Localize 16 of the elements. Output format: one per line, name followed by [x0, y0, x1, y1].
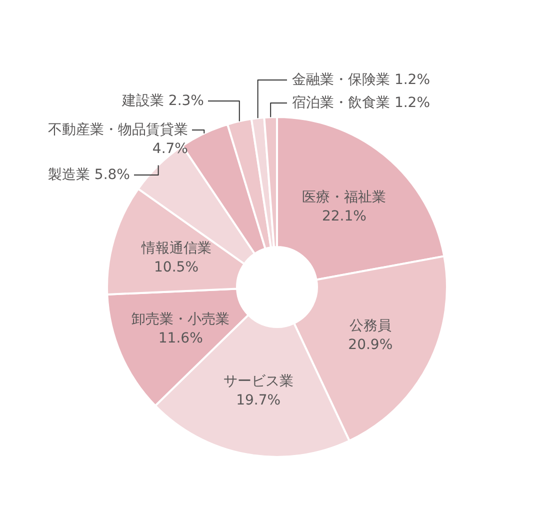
slice-label: 情報通信業 [140, 240, 212, 256]
data-label: 20.9% [348, 336, 393, 353]
data-label: 19.7% [236, 392, 281, 408]
slice-label: サービス業 [223, 373, 294, 390]
data-label: 22.1% [322, 208, 366, 224]
slice-label: 建設業 2.3% [120, 93, 204, 109]
slice-label: 卸売業・小売業 [132, 312, 230, 328]
slice-label: 医療・福祉業 [302, 189, 386, 206]
slice-label: 公務員 [349, 318, 392, 334]
data-label: 4.7% [152, 141, 188, 157]
slice-label: 宿泊業・飲食業 1.2% [292, 95, 430, 111]
slice-label: 金融業・保険業 1.2% [292, 72, 430, 88]
slice-label: 不動産業・物品賃貸業 [48, 122, 188, 138]
data-label: 11.6% [158, 330, 203, 347]
data-label: 10.5% [154, 259, 199, 276]
slice-label: 製造業 5.8% [48, 167, 130, 183]
